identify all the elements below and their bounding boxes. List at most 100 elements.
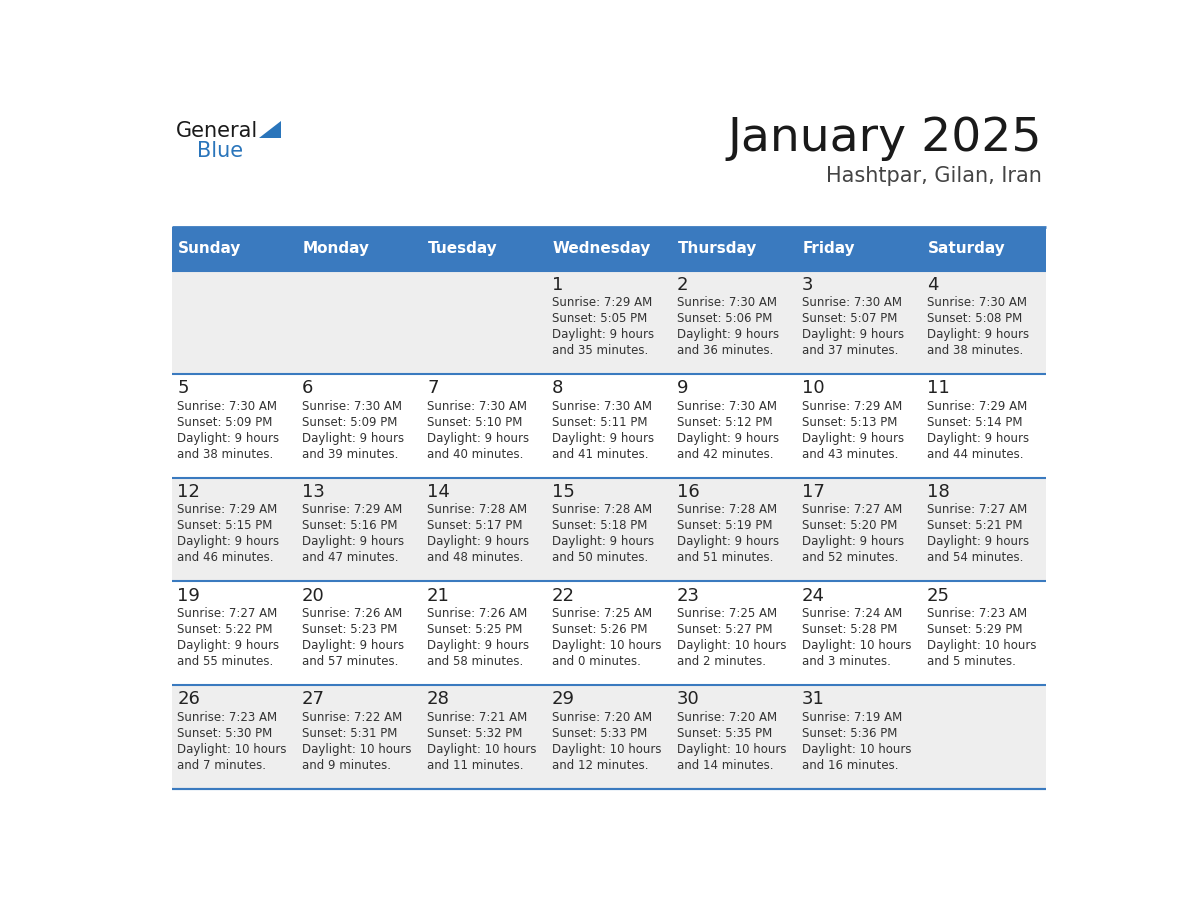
Text: Daylight: 9 hours: Daylight: 9 hours xyxy=(177,639,279,652)
Text: Sunrise: 7:28 AM: Sunrise: 7:28 AM xyxy=(552,503,652,516)
Text: Daylight: 9 hours: Daylight: 9 hours xyxy=(552,431,655,444)
Text: Daylight: 9 hours: Daylight: 9 hours xyxy=(802,431,904,444)
Text: and 52 minutes.: and 52 minutes. xyxy=(802,552,898,565)
Text: and 48 minutes.: and 48 minutes. xyxy=(426,552,524,565)
Text: 31: 31 xyxy=(802,690,824,709)
Text: Sunrise: 7:30 AM: Sunrise: 7:30 AM xyxy=(552,399,652,412)
Text: Sunrise: 7:30 AM: Sunrise: 7:30 AM xyxy=(677,296,777,309)
Text: and 55 minutes.: and 55 minutes. xyxy=(177,655,273,668)
Text: Daylight: 9 hours: Daylight: 9 hours xyxy=(677,535,779,548)
Text: Sunset: 5:36 PM: Sunset: 5:36 PM xyxy=(802,726,897,740)
Text: Daylight: 9 hours: Daylight: 9 hours xyxy=(426,535,529,548)
Text: Sunset: 5:14 PM: Sunset: 5:14 PM xyxy=(927,416,1023,429)
Text: Sunrise: 7:25 AM: Sunrise: 7:25 AM xyxy=(552,607,652,620)
Text: Sunset: 5:10 PM: Sunset: 5:10 PM xyxy=(426,416,523,429)
Text: and 47 minutes.: and 47 minutes. xyxy=(302,552,399,565)
Text: 2: 2 xyxy=(677,275,689,294)
Text: Sunrise: 7:29 AM: Sunrise: 7:29 AM xyxy=(802,399,902,412)
Text: Daylight: 9 hours: Daylight: 9 hours xyxy=(927,431,1029,444)
Text: 14: 14 xyxy=(426,483,450,501)
Text: Sunrise: 7:23 AM: Sunrise: 7:23 AM xyxy=(927,607,1026,620)
Text: Monday: Monday xyxy=(303,241,369,256)
Text: Daylight: 9 hours: Daylight: 9 hours xyxy=(302,431,404,444)
Text: Sunrise: 7:20 AM: Sunrise: 7:20 AM xyxy=(552,711,652,723)
Text: Sunset: 5:25 PM: Sunset: 5:25 PM xyxy=(426,623,523,636)
Text: Daylight: 10 hours: Daylight: 10 hours xyxy=(677,639,786,652)
Text: Sunrise: 7:26 AM: Sunrise: 7:26 AM xyxy=(302,607,403,620)
Text: and 42 minutes.: and 42 minutes. xyxy=(677,448,773,461)
Text: 21: 21 xyxy=(426,587,450,605)
Text: January 2025: January 2025 xyxy=(728,117,1042,162)
Text: Sunset: 5:21 PM: Sunset: 5:21 PM xyxy=(927,520,1023,532)
Text: Sunset: 5:09 PM: Sunset: 5:09 PM xyxy=(177,416,272,429)
Text: Daylight: 10 hours: Daylight: 10 hours xyxy=(927,639,1036,652)
Text: Saturday: Saturday xyxy=(928,241,1005,256)
Text: 15: 15 xyxy=(552,483,575,501)
Text: Daylight: 9 hours: Daylight: 9 hours xyxy=(927,535,1029,548)
Text: and 5 minutes.: and 5 minutes. xyxy=(927,655,1016,668)
Text: 25: 25 xyxy=(927,587,950,605)
Text: 6: 6 xyxy=(302,379,314,397)
Text: and 44 minutes.: and 44 minutes. xyxy=(927,448,1023,461)
Text: Friday: Friday xyxy=(803,241,855,256)
Text: and 38 minutes.: and 38 minutes. xyxy=(927,344,1023,357)
Text: Sunrise: 7:29 AM: Sunrise: 7:29 AM xyxy=(927,399,1028,412)
Text: Daylight: 9 hours: Daylight: 9 hours xyxy=(802,535,904,548)
Text: and 43 minutes.: and 43 minutes. xyxy=(802,448,898,461)
Text: Daylight: 10 hours: Daylight: 10 hours xyxy=(677,743,786,756)
Text: and 3 minutes.: and 3 minutes. xyxy=(802,655,891,668)
Text: Sunrise: 7:27 AM: Sunrise: 7:27 AM xyxy=(177,607,277,620)
Text: and 50 minutes.: and 50 minutes. xyxy=(552,552,649,565)
Text: Sunrise: 7:28 AM: Sunrise: 7:28 AM xyxy=(426,503,527,516)
Text: 28: 28 xyxy=(426,690,450,709)
Text: Sunrise: 7:27 AM: Sunrise: 7:27 AM xyxy=(802,503,902,516)
Text: Daylight: 9 hours: Daylight: 9 hours xyxy=(802,328,904,341)
Polygon shape xyxy=(259,121,280,138)
Text: 18: 18 xyxy=(927,483,949,501)
Text: Sunset: 5:16 PM: Sunset: 5:16 PM xyxy=(302,520,398,532)
Text: 12: 12 xyxy=(177,483,200,501)
Text: 27: 27 xyxy=(302,690,326,709)
Text: and 11 minutes.: and 11 minutes. xyxy=(426,758,524,772)
Text: Daylight: 9 hours: Daylight: 9 hours xyxy=(426,639,529,652)
Text: Sunset: 5:33 PM: Sunset: 5:33 PM xyxy=(552,726,647,740)
Text: Daylight: 10 hours: Daylight: 10 hours xyxy=(302,743,411,756)
Text: Sunset: 5:09 PM: Sunset: 5:09 PM xyxy=(302,416,398,429)
Text: and 40 minutes.: and 40 minutes. xyxy=(426,448,524,461)
Bar xyxy=(171,227,1047,271)
Text: 17: 17 xyxy=(802,483,824,501)
Bar xyxy=(171,685,1047,789)
Text: Daylight: 10 hours: Daylight: 10 hours xyxy=(552,639,662,652)
Text: and 38 minutes.: and 38 minutes. xyxy=(177,448,273,461)
Text: Daylight: 10 hours: Daylight: 10 hours xyxy=(177,743,286,756)
Text: Sunset: 5:15 PM: Sunset: 5:15 PM xyxy=(177,520,272,532)
Text: Sunset: 5:31 PM: Sunset: 5:31 PM xyxy=(302,726,398,740)
Text: Daylight: 9 hours: Daylight: 9 hours xyxy=(302,639,404,652)
Text: Sunset: 5:12 PM: Sunset: 5:12 PM xyxy=(677,416,772,429)
Text: Daylight: 9 hours: Daylight: 9 hours xyxy=(177,535,279,548)
Text: 30: 30 xyxy=(677,690,700,709)
Text: and 35 minutes.: and 35 minutes. xyxy=(552,344,649,357)
Text: 24: 24 xyxy=(802,587,824,605)
Text: Sunset: 5:27 PM: Sunset: 5:27 PM xyxy=(677,623,772,636)
Text: Sunset: 5:29 PM: Sunset: 5:29 PM xyxy=(927,623,1023,636)
Text: 23: 23 xyxy=(677,587,700,605)
Text: 10: 10 xyxy=(802,379,824,397)
Text: 7: 7 xyxy=(426,379,438,397)
Text: Sunset: 5:22 PM: Sunset: 5:22 PM xyxy=(177,623,272,636)
Text: Daylight: 10 hours: Daylight: 10 hours xyxy=(802,639,911,652)
Text: Blue: Blue xyxy=(197,141,244,161)
Text: 29: 29 xyxy=(552,690,575,709)
Text: Daylight: 9 hours: Daylight: 9 hours xyxy=(552,328,655,341)
Text: Sunset: 5:30 PM: Sunset: 5:30 PM xyxy=(177,726,272,740)
Text: Daylight: 10 hours: Daylight: 10 hours xyxy=(552,743,662,756)
Text: Daylight: 9 hours: Daylight: 9 hours xyxy=(552,535,655,548)
Text: Daylight: 9 hours: Daylight: 9 hours xyxy=(302,535,404,548)
Text: Daylight: 9 hours: Daylight: 9 hours xyxy=(677,431,779,444)
Text: and 39 minutes.: and 39 minutes. xyxy=(302,448,398,461)
Text: 11: 11 xyxy=(927,379,949,397)
Text: and 14 minutes.: and 14 minutes. xyxy=(677,758,773,772)
Text: Sunset: 5:18 PM: Sunset: 5:18 PM xyxy=(552,520,647,532)
Text: Sunrise: 7:19 AM: Sunrise: 7:19 AM xyxy=(802,711,902,723)
Text: Sunset: 5:20 PM: Sunset: 5:20 PM xyxy=(802,520,897,532)
